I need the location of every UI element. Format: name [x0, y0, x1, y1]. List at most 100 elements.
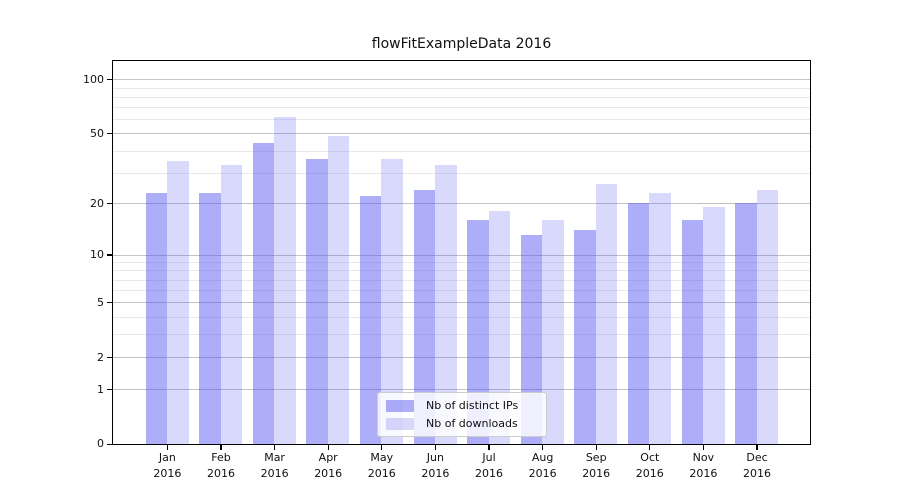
- bar-distinct-ips-oct: [627, 203, 650, 444]
- x-tick-label-dec: Dec 2016: [727, 450, 787, 482]
- x-tick-mark: [488, 445, 490, 451]
- bar-downloads-apr: [327, 136, 350, 444]
- bar-downloads-feb: [220, 165, 243, 444]
- x-tick-mark: [595, 445, 597, 451]
- x-tick-month: Jun: [426, 451, 444, 464]
- x-tick-year: 2016: [635, 467, 664, 480]
- x-tick-label-may: May 2016: [352, 450, 412, 482]
- major-gridline: [113, 254, 810, 256]
- y-tick-mark: [107, 302, 112, 304]
- bar-distinct-ips-jun: [413, 189, 435, 444]
- x-tick-month: Aug: [531, 451, 554, 464]
- minor-gridline: [113, 279, 810, 281]
- bar-downloads-mar: [274, 116, 296, 444]
- x-tick-mark: [756, 445, 758, 451]
- x-tick-month: Nov: [692, 451, 715, 464]
- y-tick-label: 100: [83, 72, 104, 86]
- y-tick-label: 10: [90, 247, 104, 261]
- bar-distinct-ips-sep: [574, 230, 596, 444]
- x-tick-mark: [166, 445, 169, 451]
- x-tick-mark: [273, 445, 276, 451]
- minor-gridline: [113, 172, 810, 174]
- x-tick-mark: [541, 445, 544, 451]
- bar-distinct-ips-nov: [681, 220, 703, 444]
- x-tick-year: 2016: [475, 467, 503, 480]
- x-tick-label-nov: Nov 2016: [673, 450, 733, 482]
- minor-gridline: [113, 262, 810, 263]
- major-gridline: [113, 389, 810, 391]
- x-tick-month: Dec: [746, 451, 768, 464]
- major-gridline: [113, 357, 810, 359]
- x-tick-year: 2016: [421, 467, 450, 480]
- legend-item-distinct-ips: Nb of distinct IPs: [378, 399, 546, 412]
- minor-gridline: [113, 87, 810, 89]
- y-tick-label: 5: [97, 295, 104, 309]
- x-tick-year: 2016: [367, 467, 396, 480]
- minor-gridline: [113, 150, 810, 152]
- y-tick-label: 20: [90, 196, 104, 210]
- x-tick-year: 2016: [314, 467, 343, 480]
- x-tick-month: May: [370, 451, 394, 464]
- y-tick-mark: [107, 356, 112, 359]
- x-tick-year: 2016: [207, 467, 235, 480]
- bar-downloads-sep: [595, 183, 618, 444]
- x-tick-year: 2016: [582, 467, 611, 480]
- bar-downloads-jun: [435, 165, 457, 444]
- x-tick-label-feb: Feb 2016: [191, 450, 251, 482]
- bar-downloads-dec: [756, 189, 779, 444]
- x-tick-month: Sep: [585, 451, 607, 464]
- x-tick-label-jun: Jun 2016: [405, 450, 465, 482]
- bar-downloads-jul: [488, 211, 511, 444]
- major-gridline: [113, 302, 810, 304]
- minor-gridline: [113, 119, 810, 121]
- minor-gridline: [113, 107, 810, 109]
- y-tick-label: 50: [90, 126, 104, 140]
- major-gridline: [113, 203, 810, 205]
- x-tick-month: Jan: [158, 451, 176, 464]
- y-tick-mark: [107, 388, 112, 391]
- x-tick-month: Feb: [211, 451, 231, 464]
- y-tick-label: 0: [97, 437, 104, 451]
- x-tick-mark: [702, 445, 705, 451]
- legend-item-downloads: Nb of downloads: [378, 417, 546, 430]
- x-tick-label-sep: Sep 2016: [566, 450, 626, 482]
- x-tick-mark: [220, 445, 222, 451]
- bar-distinct-ips-apr: [306, 158, 328, 444]
- bar-distinct-ips-dec: [735, 203, 757, 444]
- legend-label-distinct-ips: Nb of distinct IPs: [426, 399, 519, 412]
- y-tick-mark: [107, 443, 112, 446]
- x-tick-label-jan: Jan 2016: [137, 450, 197, 482]
- x-tick-mark: [649, 445, 651, 451]
- bar-distinct-ips-may: [359, 196, 382, 444]
- x-tick-mark: [434, 445, 437, 451]
- x-tick-label-oct: Oct 2016: [620, 450, 680, 482]
- x-tick-mark: [327, 445, 329, 451]
- chart-title: flowFitExampleData 2016: [371, 36, 552, 52]
- bar-downloads-oct: [649, 192, 671, 444]
- bar-downloads-nov: [703, 207, 725, 444]
- legend: Nb of distinct IPs Nb of downloads: [377, 392, 547, 437]
- x-tick-year: 2016: [260, 467, 289, 480]
- legend-label-downloads: Nb of downloads: [426, 417, 518, 430]
- y-tick-label: 2: [97, 350, 104, 364]
- minor-gridline: [113, 290, 810, 292]
- x-tick-mark: [381, 445, 383, 451]
- x-tick-label-aug: Aug 2016: [513, 450, 573, 482]
- x-tick-year: 2016: [689, 467, 718, 480]
- x-tick-month: Apr: [318, 451, 338, 464]
- major-gridline: [113, 133, 810, 135]
- legend-swatch-distinct-ips: [386, 399, 414, 412]
- bar-distinct-ips-mar: [252, 143, 275, 444]
- y-tick-mark: [107, 132, 112, 135]
- x-tick-month: Jul: [482, 451, 496, 464]
- x-tick-label-jul: Jul 2016: [459, 450, 519, 482]
- x-tick-label-apr: Apr 2016: [298, 450, 358, 482]
- minor-gridline: [113, 316, 810, 318]
- bar-distinct-ips-jan: [145, 192, 167, 444]
- bar-downloads-may: [381, 158, 403, 444]
- minor-gridline: [113, 270, 810, 272]
- y-tick-mark: [107, 203, 112, 205]
- bar-downloads-aug: [542, 220, 564, 444]
- bar-distinct-ips-aug: [520, 235, 543, 444]
